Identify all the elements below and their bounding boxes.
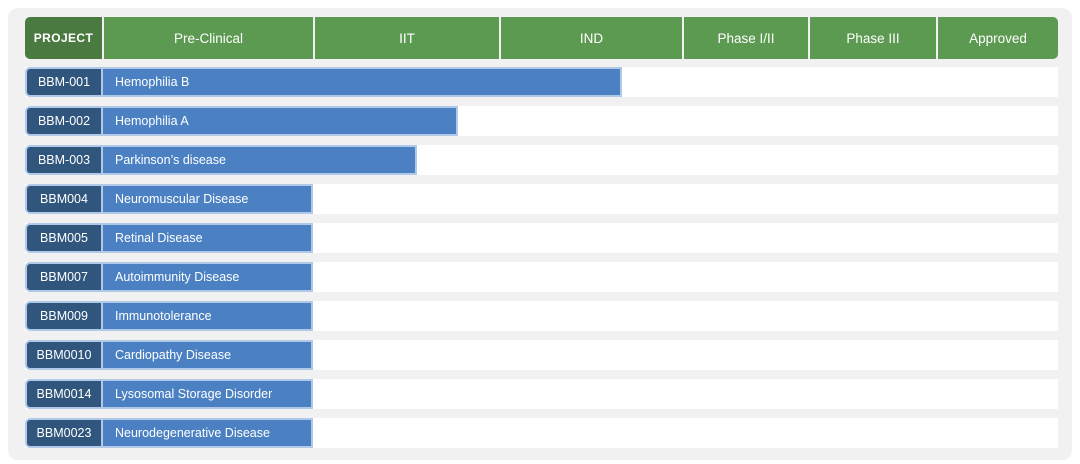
project-indication-label: Lysosomal Storage Disorder [103, 381, 311, 407]
project-id: BBM0023 [27, 420, 103, 446]
project-progress-bar[interactable]: BBM0014 Lysosomal Storage Disorder [25, 379, 313, 409]
project-indication-label: Cardiopathy Disease [103, 342, 311, 368]
project-indication-label: Hemophilia A [103, 108, 456, 134]
phase-header-cell: Phase I/II [684, 17, 808, 59]
project-progress-bar[interactable]: BBM007 Autoimmunity Disease [25, 262, 313, 292]
project-indication-label: Neuromuscular Disease [103, 186, 311, 212]
pipeline-row: BBM0014 Lysosomal Storage Disorder [25, 379, 1058, 409]
project-progress-bar[interactable]: BBM005 Retinal Disease [25, 223, 313, 253]
pipeline-row: BBM-003 Parkinson’s disease [25, 145, 1058, 175]
project-indication-label: Immunotolerance [103, 303, 311, 329]
project-indication-label: Autoimmunity Disease [103, 264, 311, 290]
pipeline-row: BBM009 Immunotolerance [25, 301, 1058, 331]
pipeline-row: BBM005 Retinal Disease [25, 223, 1058, 253]
project-progress-bar[interactable]: BBM004 Neuromuscular Disease [25, 184, 313, 214]
pipeline-row: BBM004 Neuromuscular Disease [25, 184, 1058, 214]
project-id: BBM007 [27, 264, 103, 290]
project-progress-bar[interactable]: BBM0023 Neurodegenerative Disease [25, 418, 313, 448]
project-progress-bar[interactable]: BBM009 Immunotolerance [25, 301, 313, 331]
project-id: BBM-002 [27, 108, 103, 134]
phase-header-cell: Phase III [810, 17, 936, 59]
project-indication-label: Hemophilia B [103, 69, 620, 95]
pipeline-row: BBM-001 Hemophilia B [25, 67, 1058, 97]
project-id: BBM-003 [27, 147, 103, 173]
project-progress-bar[interactable]: BBM-001 Hemophilia B [25, 67, 622, 97]
pipeline-row: BBM-002 Hemophilia A [25, 106, 1058, 136]
pipeline-panel: PROJECT Pre-Clinical IIT IND Phase I/II Phas… [8, 8, 1072, 460]
pipeline-row: BBM007 Autoimmunity Disease [25, 262, 1058, 292]
phase-header-cell: IND [501, 17, 682, 59]
project-column-header: PROJECT [25, 17, 102, 59]
pipeline-rows: BBM-001 Hemophilia B BBM-002 Hemophilia A BB… [25, 67, 1058, 448]
pipeline-row: BBM0010 Cardiopathy Disease [25, 340, 1058, 370]
phase-header-cell: IIT [315, 17, 499, 59]
phase-header-cell: Approved [938, 17, 1058, 59]
project-id: BBM0014 [27, 381, 103, 407]
project-id: BBM-001 [27, 69, 103, 95]
project-indication-label: Retinal Disease [103, 225, 311, 251]
project-progress-bar[interactable]: BBM-003 Parkinson’s disease [25, 145, 417, 175]
project-id: BBM0010 [27, 342, 103, 368]
phase-header-cell: Pre-Clinical [104, 17, 313, 59]
project-indication-label: Neurodegenerative Disease [103, 420, 311, 446]
pipeline-header-row: PROJECT Pre-Clinical IIT IND Phase I/II Phas… [25, 17, 1058, 59]
pipeline-row: BBM0023 Neurodegenerative Disease [25, 418, 1058, 448]
project-id: BBM005 [27, 225, 103, 251]
pipeline-content: PROJECT Pre-Clinical IIT IND Phase I/II Phas… [25, 17, 1058, 448]
project-id: BBM004 [27, 186, 103, 212]
phase-header-group: Pre-Clinical IIT IND Phase I/II Phase III App… [104, 17, 1058, 59]
project-progress-bar[interactable]: BBM-002 Hemophilia A [25, 106, 458, 136]
project-id: BBM009 [27, 303, 103, 329]
project-progress-bar[interactable]: BBM0010 Cardiopathy Disease [25, 340, 313, 370]
project-indication-label: Parkinson’s disease [103, 147, 415, 173]
